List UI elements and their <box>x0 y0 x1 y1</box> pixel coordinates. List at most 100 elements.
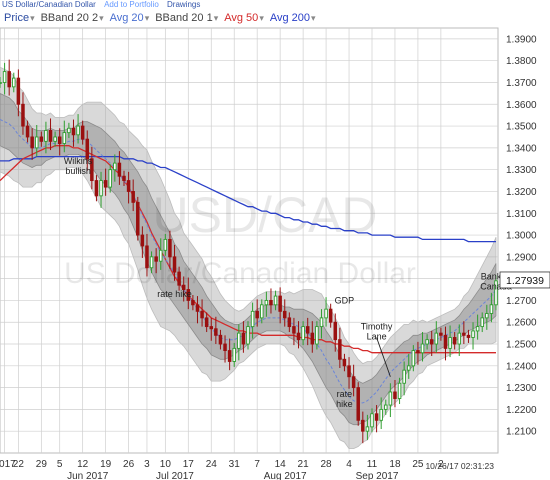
annotation-label: Timothy <box>361 322 393 332</box>
y-tick-label: 1.3100 <box>506 209 537 220</box>
candle-body <box>292 326 296 334</box>
candle-body <box>232 347 236 362</box>
candle-body <box>333 321 338 341</box>
x-tick-label: 12 <box>77 459 89 470</box>
candle-body <box>172 256 177 273</box>
candle-body <box>57 136 62 144</box>
candle-body <box>71 127 76 136</box>
candle-body <box>379 408 383 421</box>
legend-bband-20-1[interactable]: BBand 20 1▾ <box>155 12 219 24</box>
x-tick-label: 2017 <box>0 459 16 470</box>
header-link-portfolio[interactable]: Add to Portfolio <box>104 0 159 9</box>
candle-body <box>319 317 324 328</box>
candle-body <box>402 369 406 384</box>
annotation-label: Lane <box>367 332 387 342</box>
x-tick-label: 7 <box>254 459 260 470</box>
candle-body <box>145 245 149 269</box>
candle-body <box>466 334 471 338</box>
annotation-label: GDP <box>335 295 355 305</box>
legend-avg-200[interactable]: Avg 200▾ <box>269 12 316 24</box>
candle-body <box>471 330 475 338</box>
candle-body <box>393 391 397 399</box>
candle-body <box>370 413 374 428</box>
candle-body <box>429 339 434 345</box>
candle-body <box>214 328 218 336</box>
candle-body <box>273 295 278 306</box>
x-tick-label: 5 <box>57 459 63 470</box>
x-month-label: Aug 2017 <box>264 471 307 480</box>
legend-price[interactable]: Price▾ <box>4 12 35 24</box>
candle-body <box>489 304 494 314</box>
y-tick-label: 1.2200 <box>506 405 537 416</box>
candle-body <box>80 125 85 140</box>
y-tick-label: 1.2700 <box>506 296 537 307</box>
candle-body <box>255 310 259 319</box>
annotation-label: Wilkins <box>64 156 93 166</box>
candle-body <box>328 308 333 323</box>
legend-avg-50[interactable]: Avg 50▾ <box>224 12 264 24</box>
candle-body <box>154 256 158 262</box>
candle-body <box>475 326 480 332</box>
legend-caret-icon[interactable]: ▾ <box>99 13 104 23</box>
candle-body <box>237 332 241 349</box>
candle-body <box>2 71 7 83</box>
candle-body <box>264 299 269 306</box>
candle-body <box>140 234 145 247</box>
candle-body <box>209 326 214 330</box>
chart-header: US Dollar/Canadian Dollar Add to Portfol… <box>0 0 550 28</box>
candle-body <box>287 317 292 328</box>
candle-body <box>53 136 57 142</box>
y-tick-label: 1.3500 <box>506 122 537 133</box>
candle-body <box>30 136 34 149</box>
candle-body <box>204 317 209 328</box>
candle-body <box>122 175 126 182</box>
candle-body <box>0 82 2 84</box>
legend-bband-20-2[interactable]: BBand 20 2▾ <box>40 12 104 24</box>
legend-caret-icon[interactable]: ▾ <box>311 13 316 23</box>
candle-body <box>480 317 484 328</box>
y-tick-label: 1.2500 <box>506 340 537 351</box>
candle-body <box>356 387 360 421</box>
x-month-label: Jun 2017 <box>67 471 109 480</box>
x-tick-label: 4 <box>346 459 352 470</box>
header-link-symbol[interactable]: US Dollar/Canadian Dollar <box>2 0 96 9</box>
candle-body <box>126 180 131 192</box>
candle-body <box>388 391 393 406</box>
candle-body <box>227 350 232 362</box>
candle-body <box>246 326 250 345</box>
y-tick-label: 1.2600 <box>506 318 537 329</box>
y-tick-label: 1.3700 <box>506 78 537 89</box>
legend-caret-icon[interactable]: ▾ <box>213 13 219 23</box>
legend-caret-icon[interactable]: ▾ <box>259 13 264 23</box>
candle-body <box>200 310 204 319</box>
candle-body <box>416 350 420 354</box>
y-tick-label: 1.2300 <box>506 383 537 394</box>
candle-body <box>241 332 246 345</box>
legend-avg-20[interactable]: Avg 20▾ <box>109 12 150 24</box>
y-tick-label: 1.2400 <box>506 361 537 372</box>
header-link-drawings[interactable]: Drawings <box>167 0 201 9</box>
y-tick-label: 1.3400 <box>506 143 537 154</box>
x-tick-label: 28 <box>321 459 333 470</box>
candle-body <box>425 339 429 345</box>
annotation-label: rate hike <box>157 289 192 299</box>
x-tick-label: 31 <box>229 459 241 470</box>
candle-body <box>181 284 186 290</box>
candle-body <box>260 304 264 319</box>
candle-body <box>296 332 301 341</box>
last-price-label: 1.27939 <box>506 275 544 287</box>
candle-body <box>117 162 122 177</box>
legend-caret-icon[interactable]: ▾ <box>144 13 150 23</box>
x-month-label: Jul 2017 <box>156 471 194 480</box>
candle-body <box>452 337 457 345</box>
y-tick-label: 1.3000 <box>506 231 537 242</box>
legend-caret-icon[interactable]: ▾ <box>30 13 35 23</box>
indicator-legend: Price▾ BBand 20 2▾ Avg 20▾ BBand 20 1▾ Avg 5… <box>4 12 322 26</box>
candle-body <box>448 337 452 349</box>
annotation-label: hike <box>336 399 353 409</box>
candle-body <box>494 280 498 306</box>
candle-body <box>342 358 347 367</box>
candle-body <box>34 136 39 149</box>
candle-body <box>269 299 273 306</box>
